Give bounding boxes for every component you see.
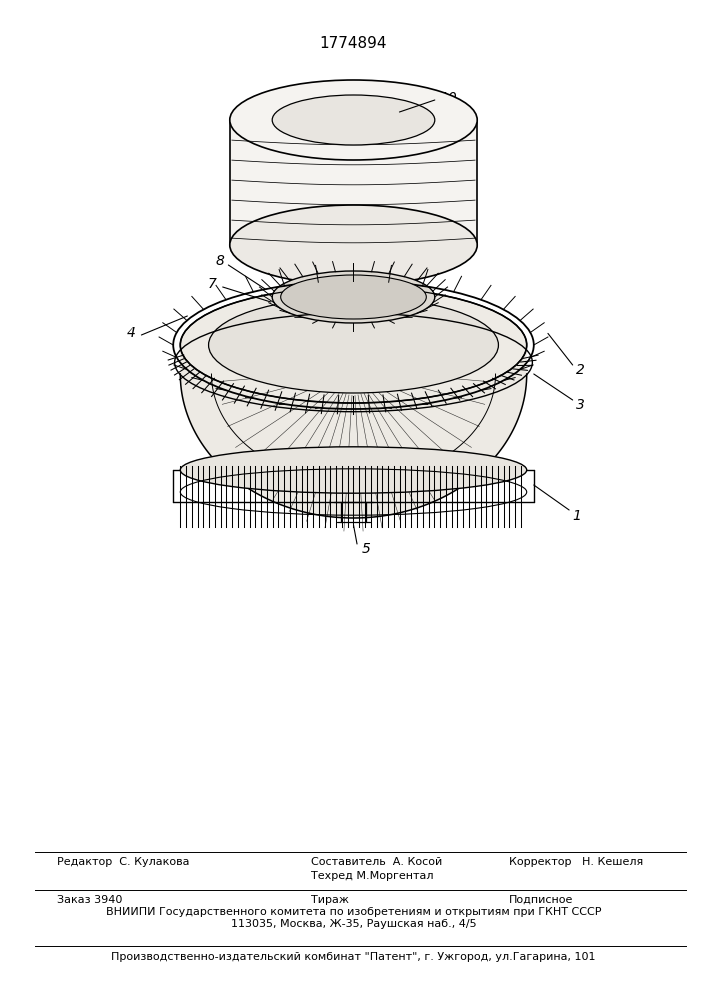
Ellipse shape <box>180 447 527 493</box>
Text: ВНИИПИ Государственного комитета по изобретениям и открытиям при ГКНТ СССР: ВНИИПИ Государственного комитета по изоб… <box>106 907 601 917</box>
Text: Тираж: Тираж <box>311 895 349 905</box>
Ellipse shape <box>281 275 426 319</box>
Text: 3: 3 <box>576 398 585 412</box>
Polygon shape <box>269 248 438 330</box>
Text: 8: 8 <box>215 254 224 268</box>
Ellipse shape <box>272 95 435 145</box>
Text: 2: 2 <box>576 363 585 377</box>
Ellipse shape <box>230 205 477 285</box>
Text: Техред М.Моргентал: Техред М.Моргентал <box>311 871 433 881</box>
Text: Φиг. 1: Φиг. 1 <box>223 465 267 479</box>
Text: 5: 5 <box>362 542 371 556</box>
Text: Заказ 3940: Заказ 3940 <box>57 895 122 905</box>
Polygon shape <box>180 345 527 518</box>
Ellipse shape <box>180 287 527 403</box>
Text: Подписное: Подписное <box>509 895 573 905</box>
Text: 1: 1 <box>573 509 582 523</box>
Ellipse shape <box>230 80 477 160</box>
Text: 10: 10 <box>440 91 457 105</box>
FancyBboxPatch shape <box>230 120 477 245</box>
Text: Составитель  А. Косой: Составитель А. Косой <box>311 857 443 867</box>
Text: Редактор  С. Кулакова: Редактор С. Кулакова <box>57 857 189 867</box>
Text: 113035, Москва, Ж-35, Раушская наб., 4/5: 113035, Москва, Ж-35, Раушская наб., 4/5 <box>230 919 477 929</box>
Text: 4: 4 <box>127 326 136 340</box>
Ellipse shape <box>272 271 435 323</box>
Text: Производственно-издательский комбинат "Патент", г. Ужгород, ул.Гагарина, 101: Производственно-издательский комбинат "П… <box>111 952 596 962</box>
Text: 7: 7 <box>208 277 217 291</box>
Text: 1774894: 1774894 <box>320 35 387 50</box>
Ellipse shape <box>209 297 498 393</box>
Text: Корректор   Н. Кешеля: Корректор Н. Кешеля <box>509 857 643 867</box>
